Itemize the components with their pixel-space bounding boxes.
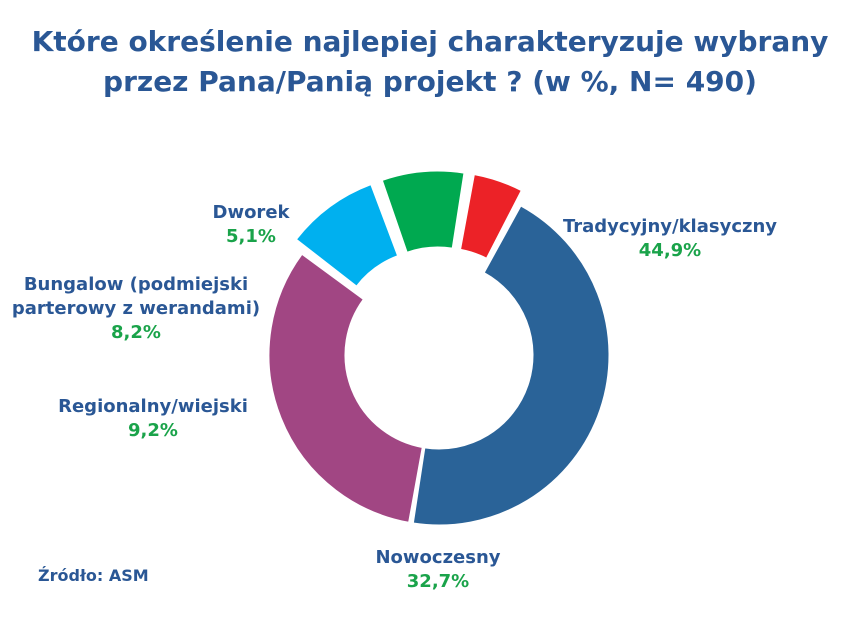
slice-label-1: Tradycyjny/klasyczny 44,9% [563, 216, 777, 261]
slice-label-value: 32,7% [407, 571, 469, 592]
slice-label-2: Nowoczesny 32,7% [375, 547, 500, 592]
slice-label-value: 5,1% [226, 226, 276, 247]
chart-title-line-1: Które określenie najlepiej charakteryzuj… [31, 25, 829, 58]
slice-label-5: Dworek 5,1% [213, 202, 291, 247]
slice-label-name: Bungalow (podmiejski [24, 274, 248, 295]
slice-label-name: Tradycyjny/klasyczny [563, 216, 777, 237]
slice-label-value: 8,2% [111, 322, 161, 343]
slice-label-value: 9,2% [128, 420, 178, 441]
slice-label-4: Bungalow (podmiejski parterowy z werandam… [12, 274, 260, 343]
donut-slice-4 [381, 170, 465, 253]
donut-slice-3 [295, 183, 399, 287]
slice-label-value: 44,9% [639, 240, 701, 261]
source-note: Źródło: ASM [38, 566, 149, 585]
slice-label-name: Dworek [213, 202, 291, 223]
chart-title-line-2: przez Pana/Panią projekt ? (w %, N= 490) [103, 65, 757, 98]
chart-title: Które określenie najlepiej charakteryzuj… [0, 22, 860, 102]
slice-label-name: Nowoczesny [375, 547, 500, 568]
donut-slice-2 [268, 253, 423, 523]
slice-label-name: parterowy z werandami) [12, 298, 260, 319]
slice-label-3: Regionalny/wiejski 9,2% [58, 396, 248, 441]
donut-slice-5 [459, 173, 522, 259]
slice-label-name: Regionalny/wiejski [58, 396, 248, 417]
donut-slice-1 [412, 205, 610, 526]
